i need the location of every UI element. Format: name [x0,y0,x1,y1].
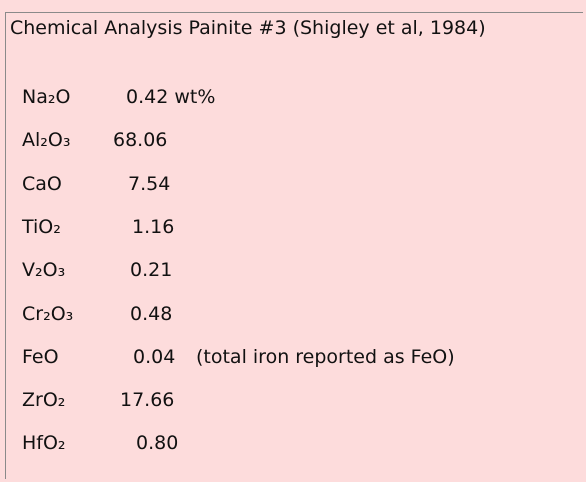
formula: Na₂O [22,86,71,108]
value: 7.54 [128,172,171,195]
table-row: Na₂O 0.42 wt% [0,86,586,116]
value: 0.21 [130,259,173,282]
value: 0.80 [136,432,179,455]
table-row: V₂O₃ 0.21 [0,259,586,289]
table-row: Al₂O₃ 68.06 [0,129,586,159]
value: 1.16 [132,215,175,238]
formula: HfO₂ [22,432,66,455]
formula: Al₂O₃ [22,129,71,152]
table-row: CaO 7.54 [0,173,586,203]
table-row: Cr₂O₃ 0.48 [0,303,586,333]
formula: Cr₂O₃ [22,302,74,325]
panel-border [5,12,583,479]
title: Chemical Analysis Painite #3 (Shigley et… [10,17,486,39]
value: 0.48 [130,302,173,325]
formula: ZrO₂ [22,389,66,412]
note: (total iron reported as FeO) [196,345,455,368]
table-row: TiO₂ 1.16 [0,216,586,246]
formula: CaO [22,172,62,195]
value: 17.66 [120,389,175,412]
value: 0.42 wt% [126,86,216,108]
formula: TiO₂ [22,215,61,238]
value: 0.04 [133,345,176,368]
table-row: FeO 0.04 (total iron reported as FeO) [0,346,586,376]
value: 68.06 [113,129,168,152]
table-row: ZrO₂ 17.66 [0,389,586,419]
formula: FeO [22,345,59,368]
formula: V₂O₃ [22,259,66,282]
table-row: HfO₂ 0.80 [0,432,586,462]
